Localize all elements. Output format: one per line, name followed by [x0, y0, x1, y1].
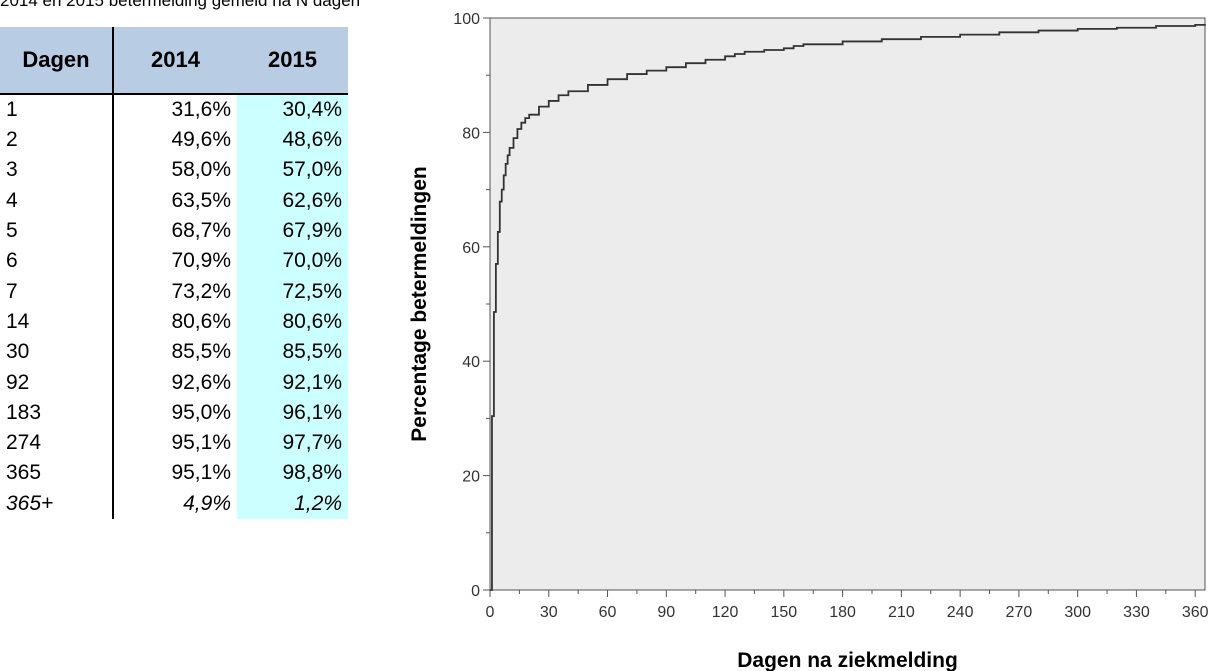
cell-dagen: 6: [0, 246, 114, 277]
y-tick-label: 0: [471, 583, 480, 600]
cell-2015: 30,4%: [237, 94, 348, 125]
recovery-curve: [490, 23, 1206, 591]
x-tick-label: 150: [770, 604, 797, 621]
cell-2015: 48,6%: [237, 125, 348, 156]
cell-dagen: 4: [0, 185, 114, 216]
table-header-row: Dagen 2014 2015: [0, 27, 348, 95]
cell-2015: 67,9%: [237, 215, 348, 247]
x-tick-label: 330: [1123, 604, 1150, 621]
y-axis-label: Percentage betermeldingen: [408, 166, 431, 441]
x-tick-label: 180: [829, 604, 856, 621]
table-row: 365 95,1% 98,8%: [0, 458, 348, 489]
cell-2014: 80,6%: [171, 309, 231, 333]
table-row: 1 31,6% 30,4%: [0, 94, 348, 125]
cell-dagen: 2: [0, 125, 114, 156]
x-tick-label: 60: [599, 604, 617, 621]
table-row: 5 68,7% 67,9%: [0, 215, 348, 247]
x-tick-label: 300: [1064, 604, 1091, 621]
cell-2014: 85,5%: [171, 340, 231, 364]
plot-area: [489, 17, 1206, 591]
table-row: 3 58,0% 57,0%: [0, 155, 348, 186]
y-tick-label: 100: [453, 11, 480, 28]
cell-dagen: 365: [0, 458, 114, 489]
cell-dagen: 14: [0, 306, 114, 338]
table-row: 183 95,0% 96,1%: [0, 397, 348, 428]
x-tick-label: 360: [1182, 604, 1209, 621]
cell-2015: 70,0%: [237, 246, 348, 277]
cell-2015: 57,0%: [237, 155, 348, 186]
cell-2014: 92,6%: [171, 370, 231, 394]
cell-2014: 68,7%: [171, 219, 231, 243]
cell-dagen: 3: [0, 155, 114, 186]
cell-dagen: 365+: [0, 488, 114, 519]
x-tick-label: 90: [657, 604, 675, 621]
table-row: 2 49,6% 48,6%: [0, 125, 348, 156]
cell-2014: 95,1%: [171, 461, 231, 485]
cell-2015: 96,1%: [237, 397, 348, 428]
cell-2015: 92,1%: [237, 367, 348, 398]
x-tick-label: 120: [712, 604, 739, 621]
cell-2014: 49,6%: [171, 128, 231, 152]
cell-2014: 63,5%: [171, 188, 231, 212]
cell-dagen: 274: [0, 427, 114, 459]
cell-2014: 4,9%: [183, 491, 231, 515]
table-row: 6 70,9% 70,0%: [0, 246, 348, 277]
cell-2014: 70,9%: [171, 249, 231, 273]
x-axis-label: Dagen na ziekmelding: [737, 649, 958, 671]
cell-dagen: 5: [0, 215, 114, 247]
cell-2014: 95,1%: [171, 431, 231, 455]
x-tick-label: 270: [1006, 604, 1033, 621]
cell-dagen: 7: [0, 276, 114, 307]
table-row: 274 95,1% 97,7%: [0, 427, 348, 459]
header-dagen: Dagen: [0, 27, 114, 95]
table-row: 365+ 4,9% 1,2%: [0, 488, 348, 519]
cell-2015: 1,2%: [237, 488, 348, 519]
cell-dagen: 30: [0, 337, 114, 368]
y-tick-label: 20: [462, 469, 480, 486]
header-2014: 2014: [113, 27, 237, 95]
cell-2014: 73,2%: [171, 279, 231, 303]
cell-2015: 98,8%: [237, 458, 348, 489]
cell-2014: 95,0%: [171, 400, 231, 424]
cell-2014: 58,0%: [171, 158, 231, 182]
cell-2015: 80,6%: [237, 306, 348, 338]
x-tick-label: 0: [486, 604, 495, 621]
table-row: 30 85,5% 85,5%: [0, 337, 348, 368]
y-tick-label: 80: [462, 125, 480, 142]
table-row: 7 73,2% 72,5%: [0, 276, 348, 307]
y-tick-label: 60: [462, 240, 480, 257]
caption: 2014 en 2015 betermelding gemeld na N da…: [0, 0, 361, 10]
cell-2015: 72,5%: [237, 276, 348, 307]
cell-dagen: 1: [0, 94, 114, 125]
cell-dagen: 92: [0, 367, 114, 398]
table-row: 92 92,6% 92,1%: [0, 367, 348, 398]
cell-2015: 85,5%: [237, 337, 348, 368]
recovery-table: Dagen 2014 2015 1 31,6% 30,4% 2 49,6% 48,6% 3 5…: [0, 27, 348, 519]
header-2015: 2015: [237, 27, 348, 95]
x-tick-label: 30: [540, 604, 558, 621]
y-tick-label: 40: [462, 354, 480, 371]
table-row: 4 63,5% 62,6%: [0, 185, 348, 216]
x-tick-label: 240: [947, 604, 974, 621]
cell-dagen: 183: [0, 397, 114, 428]
recovery-chart: 0 20 40 60 80 100 0 30 60 90 120 150 180 210 240 270 300…: [408, 11, 1209, 671]
cell-2014: 31,6%: [171, 98, 231, 121]
table-body: 1 31,6% 30,4% 2 49,6% 48,6% 3 58,0% 57,0% 4 63,5% 6…: [0, 94, 348, 519]
cell-2015: 97,7%: [237, 427, 348, 459]
x-tick-label: 210: [888, 604, 915, 621]
cell-2015: 62,6%: [237, 185, 348, 216]
table-row: 14 80,6% 80,6%: [0, 306, 348, 338]
